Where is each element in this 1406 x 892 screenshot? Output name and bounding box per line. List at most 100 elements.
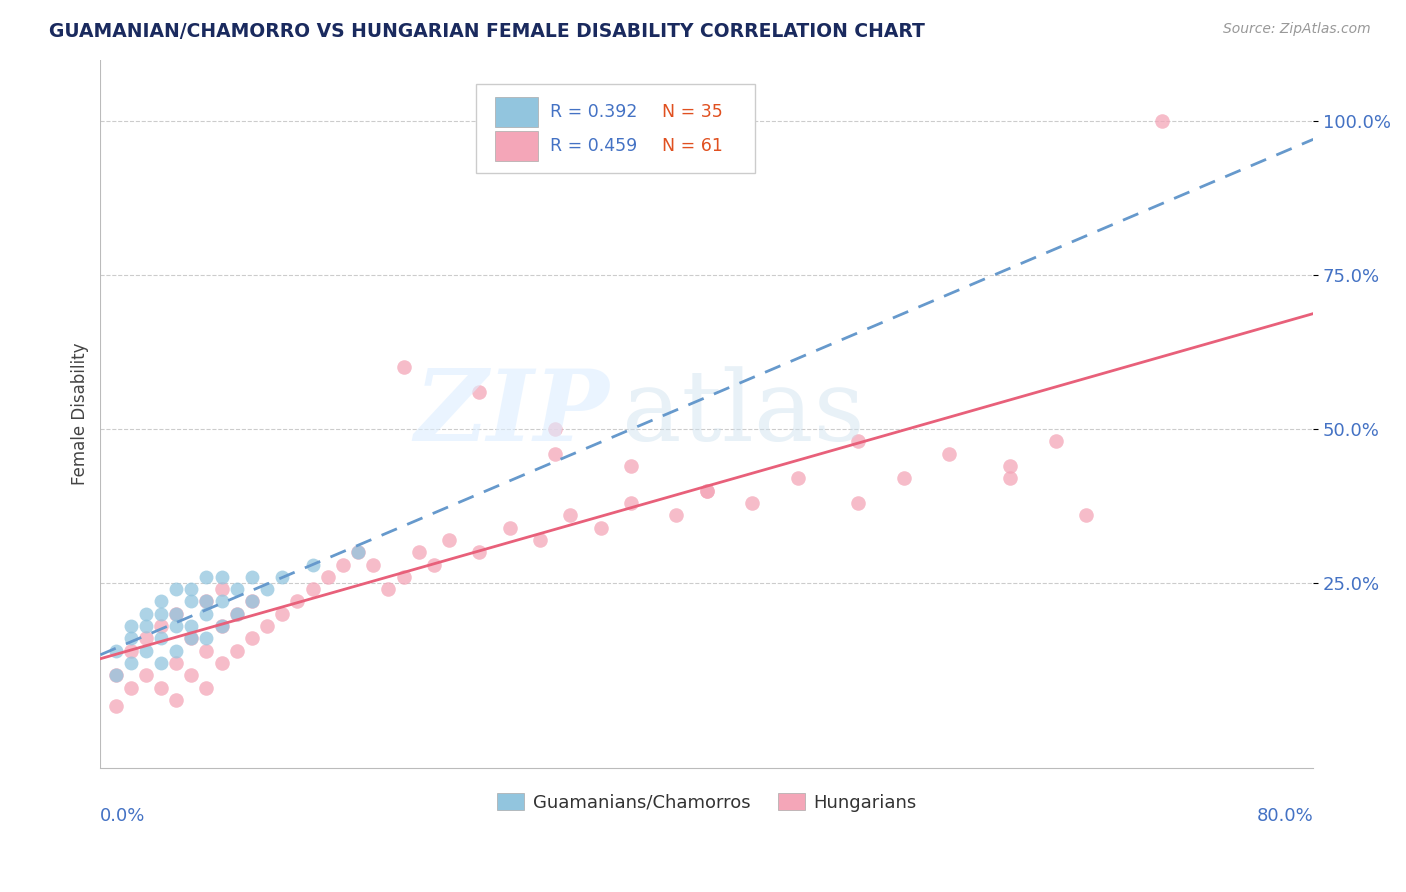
Point <box>408 545 430 559</box>
Point <box>377 582 399 596</box>
Point <box>120 656 142 670</box>
Point <box>150 656 173 670</box>
Text: R = 0.459: R = 0.459 <box>550 137 637 155</box>
Text: Source: ZipAtlas.com: Source: ZipAtlas.com <box>1223 22 1371 37</box>
Point <box>104 699 127 714</box>
Point <box>211 619 233 633</box>
Point <box>256 619 278 633</box>
Point <box>240 632 263 646</box>
FancyBboxPatch shape <box>495 131 538 161</box>
Point <box>135 668 157 682</box>
FancyBboxPatch shape <box>495 97 538 127</box>
Point <box>316 570 339 584</box>
Point <box>104 668 127 682</box>
Point <box>150 632 173 646</box>
Point <box>165 656 187 670</box>
Text: N = 35: N = 35 <box>662 103 723 121</box>
Point <box>347 545 370 559</box>
Point <box>544 422 567 436</box>
Point <box>150 594 173 608</box>
Point <box>893 471 915 485</box>
Point <box>135 643 157 657</box>
Point <box>423 558 446 572</box>
Point <box>211 570 233 584</box>
Point <box>332 558 354 572</box>
Text: ZIP: ZIP <box>415 366 610 462</box>
Point <box>180 619 202 633</box>
Point <box>786 471 808 485</box>
Point <box>1150 114 1173 128</box>
Point <box>211 594 233 608</box>
Point <box>150 681 173 695</box>
Point <box>301 582 323 596</box>
Point <box>180 668 202 682</box>
Point <box>211 582 233 596</box>
Point <box>240 570 263 584</box>
Point <box>165 619 187 633</box>
Point <box>938 447 960 461</box>
Point <box>135 607 157 621</box>
Point <box>225 607 247 621</box>
Text: R = 0.392: R = 0.392 <box>550 103 638 121</box>
Point <box>437 533 460 547</box>
Point <box>392 360 415 375</box>
Point <box>620 496 643 510</box>
Point <box>620 458 643 473</box>
Point <box>104 668 127 682</box>
Point <box>120 619 142 633</box>
Point <box>165 643 187 657</box>
Point <box>848 434 870 449</box>
Point <box>104 643 127 657</box>
Point <box>301 558 323 572</box>
Point <box>741 496 763 510</box>
Point <box>347 545 370 559</box>
Point <box>696 483 718 498</box>
Text: 80.0%: 80.0% <box>1257 806 1313 824</box>
Point <box>165 693 187 707</box>
Point <box>211 656 233 670</box>
Point <box>165 607 187 621</box>
Y-axis label: Female Disability: Female Disability <box>72 343 89 485</box>
Point <box>165 607 187 621</box>
Point <box>287 594 309 608</box>
Text: 0.0%: 0.0% <box>100 806 146 824</box>
Point <box>211 619 233 633</box>
Text: atlas: atlas <box>621 366 865 461</box>
Point <box>529 533 551 547</box>
Point <box>998 458 1021 473</box>
Point <box>1045 434 1067 449</box>
Legend: Guamanians/Chamorros, Hungarians: Guamanians/Chamorros, Hungarians <box>489 786 924 819</box>
FancyBboxPatch shape <box>477 85 755 173</box>
Point <box>696 483 718 498</box>
Text: GUAMANIAN/CHAMORRO VS HUNGARIAN FEMALE DISABILITY CORRELATION CHART: GUAMANIAN/CHAMORRO VS HUNGARIAN FEMALE D… <box>49 22 925 41</box>
Point <box>589 520 612 534</box>
Point <box>180 632 202 646</box>
Text: N = 61: N = 61 <box>662 137 723 155</box>
Point <box>225 607 247 621</box>
Point <box>150 619 173 633</box>
Point <box>1074 508 1097 523</box>
Point <box>120 643 142 657</box>
Point <box>135 632 157 646</box>
Point <box>468 385 491 400</box>
Point <box>499 520 522 534</box>
Point <box>225 643 247 657</box>
Point <box>468 545 491 559</box>
Point <box>195 643 218 657</box>
Point <box>240 594 263 608</box>
Point <box>665 508 688 523</box>
Point <box>240 594 263 608</box>
Point <box>180 632 202 646</box>
Point <box>165 582 187 596</box>
Point <box>120 681 142 695</box>
Point <box>150 607 173 621</box>
Point <box>195 607 218 621</box>
Point <box>560 508 582 523</box>
Point <box>361 558 384 572</box>
Point <box>256 582 278 596</box>
Point <box>195 594 218 608</box>
Point <box>120 632 142 646</box>
Point <box>392 570 415 584</box>
Point <box>195 632 218 646</box>
Point <box>135 619 157 633</box>
